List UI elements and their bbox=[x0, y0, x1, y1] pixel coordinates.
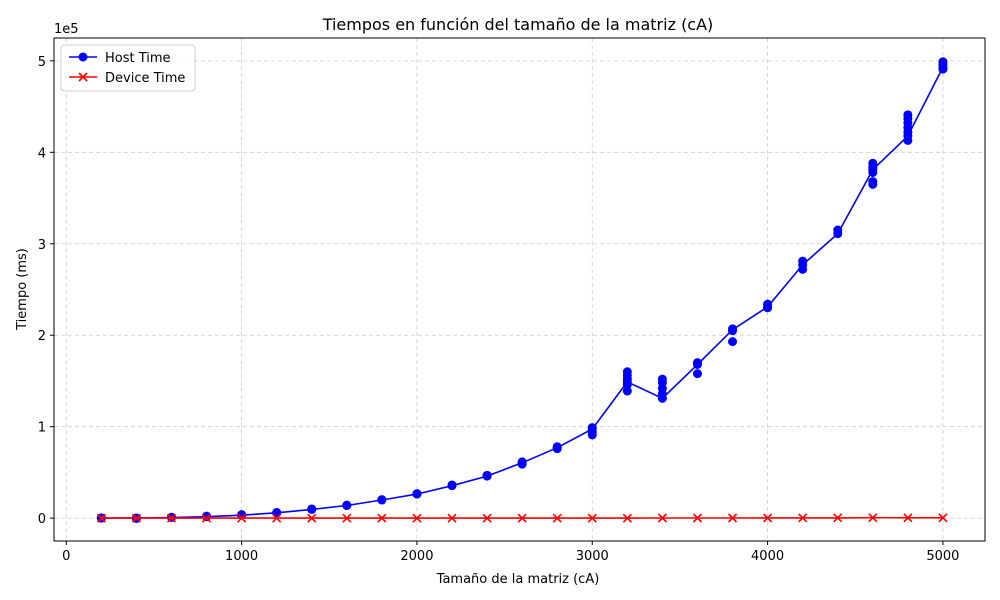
chart-title: Tiempos en función del tamaño de la matr… bbox=[322, 15, 714, 34]
x-tick-label: 2000 bbox=[400, 549, 433, 564]
legend-item-device-time: Device Time bbox=[69, 71, 185, 86]
plot-frame bbox=[53, 37, 986, 542]
legend-item-host-time: Host Time bbox=[69, 51, 171, 66]
data-point bbox=[692, 513, 703, 523]
data-point bbox=[692, 358, 702, 368]
data-point bbox=[552, 442, 562, 452]
data-point bbox=[166, 513, 177, 523]
data-point bbox=[447, 513, 457, 523]
series-device-time bbox=[96, 513, 948, 523]
data-point bbox=[202, 511, 212, 521]
data-point bbox=[868, 513, 878, 523]
x-axis-label: Tamaño de la matriz (cA) bbox=[436, 572, 600, 587]
data-point bbox=[622, 386, 632, 396]
data-point bbox=[412, 489, 422, 499]
data-point bbox=[657, 374, 667, 384]
data-point bbox=[763, 513, 773, 523]
x-tick-label: 0 bbox=[62, 549, 70, 564]
data-point bbox=[201, 513, 212, 523]
data-point bbox=[307, 513, 317, 523]
data-point bbox=[622, 513, 632, 523]
data-point bbox=[377, 495, 387, 505]
legend-marker bbox=[78, 52, 88, 62]
y-tick-label: 1 bbox=[38, 421, 46, 436]
data-point bbox=[728, 337, 738, 347]
data-point bbox=[587, 513, 597, 523]
data-point bbox=[903, 110, 913, 120]
data-point bbox=[307, 504, 317, 514]
x-tick-label: 5000 bbox=[926, 549, 959, 564]
data-point bbox=[517, 513, 527, 523]
data-point bbox=[798, 256, 808, 266]
legend-label: Host Time bbox=[105, 51, 171, 66]
data-point bbox=[833, 513, 843, 523]
x-tick-label: 1000 bbox=[225, 549, 258, 564]
data-point bbox=[96, 513, 106, 523]
data-point bbox=[763, 299, 773, 309]
data-point bbox=[447, 480, 457, 490]
y-tick-label: 0 bbox=[38, 512, 46, 527]
data-point bbox=[657, 513, 667, 523]
x-tick-label: 3000 bbox=[576, 549, 609, 564]
data-point bbox=[587, 423, 597, 433]
data-point bbox=[728, 324, 738, 334]
x-tick-label: 4000 bbox=[751, 549, 784, 564]
data-point bbox=[517, 457, 527, 467]
y-axis-label: Tiempo (ms) bbox=[15, 248, 30, 331]
y-tick-label: 4 bbox=[38, 146, 46, 161]
series-layer bbox=[96, 57, 948, 524]
y-axis-offset-label: 1e5 bbox=[54, 22, 79, 37]
data-point bbox=[798, 513, 808, 523]
data-point bbox=[377, 513, 387, 523]
data-point bbox=[342, 513, 352, 523]
data-point bbox=[482, 470, 492, 480]
legend-label: Device Time bbox=[105, 71, 185, 86]
data-point bbox=[833, 225, 843, 235]
data-point bbox=[727, 513, 738, 523]
data-point bbox=[938, 57, 948, 67]
y-tick-label: 3 bbox=[38, 238, 46, 253]
data-point bbox=[272, 507, 282, 517]
data-point bbox=[412, 513, 422, 523]
legend: Host Time Device Time bbox=[60, 44, 196, 92]
legend-marker bbox=[78, 72, 88, 82]
data-point bbox=[131, 513, 141, 523]
data-point bbox=[938, 513, 948, 523]
data-point bbox=[868, 177, 878, 187]
data-point bbox=[622, 367, 632, 377]
data-point bbox=[692, 369, 702, 379]
data-point bbox=[482, 513, 492, 523]
y-tick-label: 2 bbox=[38, 329, 46, 344]
data-point bbox=[237, 513, 247, 523]
y-tick-label: 5 bbox=[38, 55, 46, 70]
data-point bbox=[272, 513, 282, 523]
data-point bbox=[342, 500, 352, 510]
ticks: 0 1000 2000 3000 4000 5000 0 1 2 3 4 5 bbox=[38, 55, 960, 564]
data-point bbox=[552, 513, 562, 523]
data-point bbox=[903, 513, 913, 523]
data-point bbox=[868, 158, 878, 168]
